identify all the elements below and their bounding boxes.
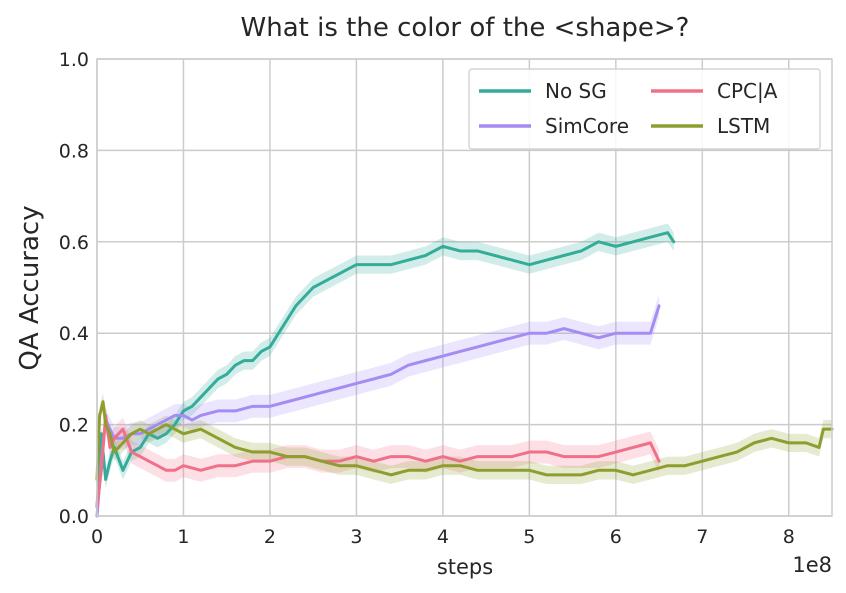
no-sg-line [95, 231, 676, 509]
x-tick-label: 7 [696, 526, 708, 548]
x-tick-label: 8 [783, 526, 795, 548]
x-scale-label: 1e8 [792, 553, 832, 577]
x-tick-label: 0 [91, 526, 103, 548]
chart-title: What is the color of the <shape>? [241, 13, 690, 43]
lstm-line [95, 400, 834, 481]
legend-label-lstm: LSTM [717, 114, 770, 138]
legend-box [468, 68, 821, 150]
legend-label-cpc-a: CPC|A [717, 79, 778, 103]
x-tick-label: 2 [264, 526, 276, 548]
series-lines [95, 231, 834, 518]
x-tick-label: 6 [610, 526, 622, 548]
x-tick-label: 4 [437, 526, 449, 548]
legend-label-no-sg: No SG [545, 79, 607, 103]
no-sg-band [97, 223, 674, 516]
legend: No SG SimCore CPC|A LSTM [468, 68, 821, 150]
y-tick-label: 0.6 [59, 232, 89, 254]
x-tick-label: 1 [177, 526, 189, 548]
y-tick-labels: 0.0 0.2 0.4 0.6 0.8 1.0 [59, 49, 89, 528]
y-axis-label: QA Accuracy [15, 205, 45, 370]
plot-frame [96, 58, 833, 517]
simcore-band [97, 294, 660, 516]
lstm-band [97, 392, 832, 489]
x-axis-label: steps [437, 555, 493, 579]
legend-label-simcore: SimCore [545, 114, 629, 138]
x-tick-labels: 0 1 2 3 4 5 6 7 8 [91, 526, 795, 548]
y-tick-label: 0.2 [59, 415, 89, 437]
confidence-bands [97, 223, 832, 516]
x-tick-label: 3 [350, 526, 362, 548]
y-tick-label: 0.0 [59, 506, 89, 528]
y-tick-label: 1.0 [59, 49, 89, 71]
y-tick-label: 0.8 [59, 140, 89, 162]
x-tick-label: 5 [523, 526, 535, 548]
y-tick-label: 0.4 [59, 323, 89, 345]
